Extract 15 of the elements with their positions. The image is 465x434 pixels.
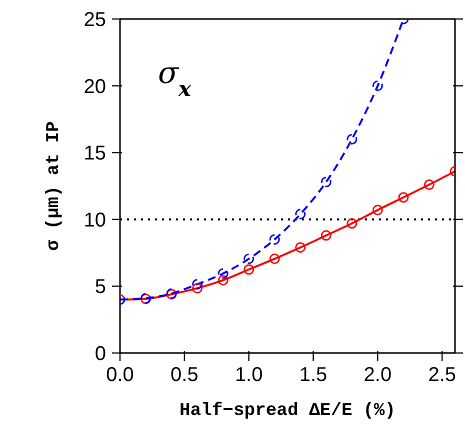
y-tick-label: 20: [84, 76, 106, 98]
x-tick-label: 1.5: [299, 364, 328, 386]
y-tick-label: 25: [84, 9, 106, 31]
x-tick-label: 2.0: [364, 364, 392, 386]
x-tick-label: 0.0: [106, 364, 134, 386]
x-axis-title: Half−spread ΔE/E (%): [179, 401, 396, 421]
y-tick-label: 5: [94, 276, 106, 298]
y-tick-label: 0: [94, 343, 106, 365]
x-tick-label: 1.0: [234, 364, 263, 386]
y-tick-label: 15: [84, 142, 106, 165]
x-tick-label: 2.5: [428, 364, 456, 386]
x-tick-label: 0.5: [170, 364, 198, 386]
y-axis-title: σ (μm) at IP: [44, 120, 64, 251]
y-tick-label: 10: [84, 209, 106, 232]
annotation: σ$_{x}$: [158, 56, 192, 100]
